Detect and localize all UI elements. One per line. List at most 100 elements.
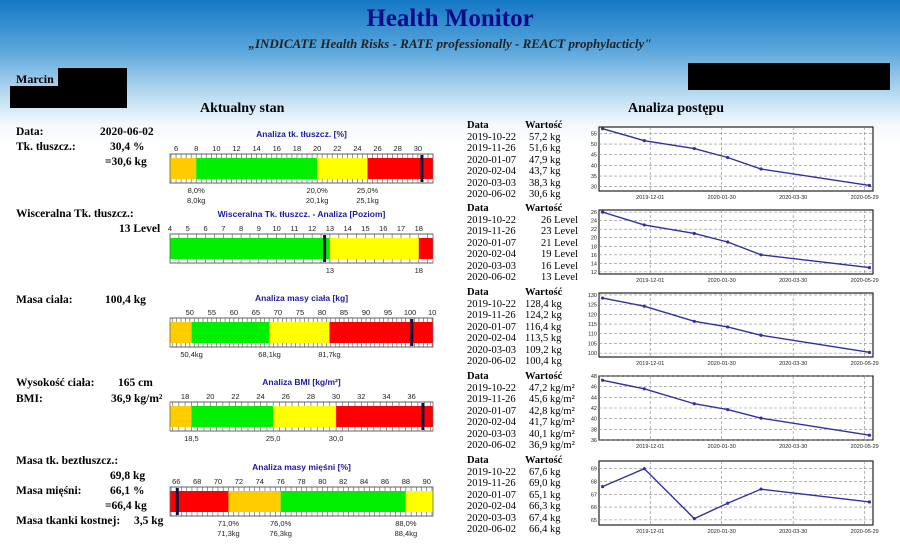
- row-date: 2019-11-26: [467, 143, 516, 154]
- row-date: 2019-10-22: [467, 466, 516, 478]
- gauge-threshold-label: 76,0%: [270, 519, 292, 528]
- chart-data-point: [759, 487, 763, 491]
- chart-y-tick-label: 120: [588, 312, 597, 318]
- visceral-fat-label: Wisceralna Tk. tłuszcz.:: [16, 208, 134, 220]
- chart-x-tick-label: 2020-01-30: [708, 278, 736, 284]
- chart-y-tick-label: 125: [588, 303, 597, 309]
- header-date: Data: [467, 203, 489, 214]
- gauge-tick-label: 60: [230, 308, 238, 317]
- gauge-tick-label: 55: [208, 308, 216, 317]
- lean-mass-label: Masa tk. beztłuszcz.:: [16, 455, 119, 467]
- row-value: 69,0 kg: [529, 478, 561, 489]
- chart-x-tick-label: 2020-05-29: [851, 529, 879, 535]
- header-value: Wartość: [525, 455, 563, 466]
- chart-frame: [598, 460, 874, 526]
- header-date: Data: [467, 287, 489, 298]
- history-table: Data Wartość 2019-10-22 57,2 kg 2019-11-26 51…: [467, 120, 584, 201]
- gauge-tick-label: 22: [333, 144, 341, 153]
- table-row: 2020-06-02 100,4 kg: [467, 356, 580, 368]
- gauge-3: Analiza masy ciała [kg] 50 55 60 65 70 75 80 85 9…: [169, 293, 436, 359]
- gauge-threshold-label: 8,0%: [188, 186, 205, 195]
- gauge-tick-label: 4: [168, 224, 172, 233]
- table-row: 2020-02-04 43,7 kg: [467, 166, 584, 178]
- gauge-tick-label: 20: [206, 392, 214, 401]
- gauge-tick-label: 90: [362, 308, 370, 317]
- chart-y-tick-label: 30: [591, 185, 597, 191]
- chart-y-tick-label: 100: [588, 351, 597, 357]
- chart-data-point: [642, 304, 646, 308]
- row-date: 2020-02-04: [467, 166, 516, 177]
- table-row: 2019-11-26 23 Level: [467, 226, 580, 238]
- row-value: 19 Level: [540, 249, 578, 260]
- header-value: Wartość: [525, 203, 563, 214]
- gauge-tick-label: 76: [276, 477, 284, 486]
- row-value: 47,2 kg/m²: [529, 382, 575, 394]
- chart-series-line: [602, 467, 870, 520]
- gauge-tick-label: 70: [274, 308, 282, 317]
- chart-x-tick-label: 2020-03-30: [779, 444, 807, 450]
- header-date: Data: [467, 120, 489, 131]
- visceral-fat-value: 13 Level: [119, 223, 161, 235]
- row-value: 13 Level: [540, 272, 578, 283]
- header-date: Data: [467, 455, 489, 466]
- gauge-title: Wisceralna Tk. tłuszcz. - Analiza [Pozio…: [218, 209, 386, 219]
- gauge-tick-label: 82: [339, 477, 347, 486]
- gauge-threshold-label: 25,0: [266, 434, 281, 443]
- section-current-state: Aktualny stan: [200, 101, 285, 116]
- chart-y-tick-label: 67: [591, 492, 597, 498]
- row-date: 2020-02-04: [467, 333, 516, 344]
- gauge-threshold-label: 8,0kg: [187, 196, 205, 205]
- gauge-marker: [410, 319, 414, 346]
- gauge-tick-label: 95: [384, 308, 392, 317]
- chart-data-point: [726, 155, 730, 160]
- table-row: 2020-01-07 42,8 kg/m²: [467, 406, 584, 418]
- row-date: 2019-10-22: [467, 382, 516, 394]
- row-value: 47,9 kg: [529, 154, 561, 166]
- chart-data-point: [759, 253, 763, 257]
- chart-data-point: [867, 433, 872, 437]
- chart-data-point: [759, 333, 763, 337]
- chart-series-line: [602, 211, 870, 269]
- gauge-title: Analiza masy ciała [kg]: [255, 293, 348, 303]
- chart-data-point: [726, 501, 730, 505]
- row-date: 2020-06-02: [467, 189, 516, 200]
- gauge-threshold-label: 71,3kg: [217, 529, 240, 538]
- gauge-threshold-label: 88,0%: [395, 519, 417, 528]
- table-row: 2019-10-22 57,2 kg: [467, 132, 584, 144]
- chart-y-tick-label: 45: [591, 153, 597, 159]
- gauge-tick-label: 22: [231, 392, 239, 401]
- row-date: 2019-11-26: [467, 310, 516, 321]
- gauge-tick-label: 26: [373, 144, 381, 153]
- gauge-tick-label: 12: [232, 144, 240, 153]
- row-value: 57,2 kg: [529, 131, 561, 143]
- gauge-title: Analiza tk. tłuszcz. [%]: [256, 129, 347, 139]
- gauge-frame: [169, 233, 434, 264]
- chart-data-point: [642, 467, 646, 471]
- progress-chart-2: 12 14 16 18 20 22 24 26 2019-12-01 2020-01-30 2020…: [591, 209, 879, 284]
- chart-series-line: [602, 128, 870, 187]
- gauge-1: Analiza tk. tłuszcz. [%] 6 8 10 12 14 16 18 20 22…: [169, 129, 434, 205]
- gauge-threshold-label: 50,4kg: [180, 350, 203, 359]
- gauge-tick-label: 7: [221, 224, 225, 233]
- gauge-tick-label: 16: [273, 144, 281, 153]
- chart-y-tick-label: 16: [591, 253, 597, 259]
- gauge-zone-yellow: [329, 238, 419, 259]
- user-name: Marcin: [16, 72, 54, 86]
- chart-data-point: [692, 146, 696, 151]
- table-row: 2020-06-02 30,6 kg: [467, 189, 584, 201]
- chart-data-point: [759, 416, 763, 420]
- gauge-threshold-label: 13: [326, 266, 334, 275]
- table-header: Data Wartość: [467, 371, 584, 383]
- chart-data-point: [642, 139, 646, 143]
- gauge-marker: [420, 155, 424, 182]
- row-value: 124,2 kg: [525, 310, 562, 321]
- row-date: 2020-01-07: [467, 489, 516, 501]
- chart-x-tick-label: 2019-12-01: [636, 529, 664, 535]
- progress-chart-3: 100 105 110 115 120 125 130 2019-12-01 2020-01-3…: [588, 292, 879, 367]
- chart-y-tick-label: 69: [591, 467, 597, 473]
- row-date: 2019-11-26: [467, 478, 516, 489]
- table-row: 2020-06-02 36,9 kg/m²: [467, 440, 584, 452]
- fat-value: 30,4 %: [110, 141, 145, 153]
- fat-kg-value: =30,6 kg: [105, 156, 147, 168]
- row-value: 113,5 kg: [525, 333, 562, 344]
